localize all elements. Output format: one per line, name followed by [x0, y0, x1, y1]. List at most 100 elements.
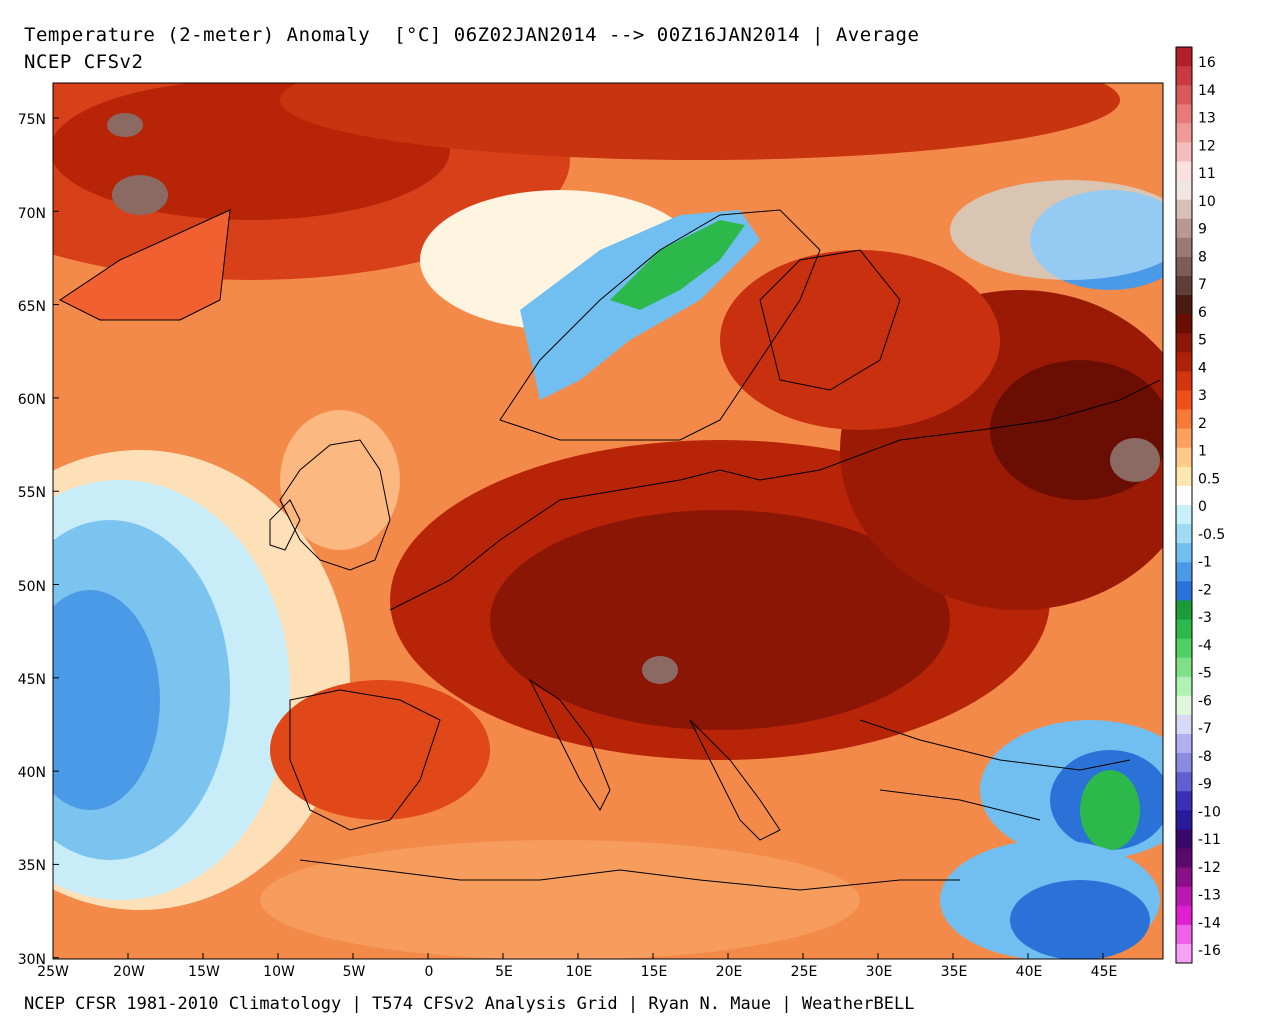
colorbar-swatch	[1176, 447, 1192, 468]
colorbar-swatch	[1176, 524, 1192, 544]
map-field	[53, 83, 1163, 959]
map-title: Temperature (2-meter) Anomaly [°C] 06Z02…	[24, 24, 920, 46]
lon-label: 15E	[641, 964, 668, 980]
colorbar-label: -7	[1198, 721, 1212, 737]
colorbar-label: -3	[1198, 610, 1212, 626]
colorbar-swatch	[1176, 161, 1192, 182]
colorbar-swatch	[1176, 85, 1192, 105]
colorbar-swatch	[1176, 676, 1192, 697]
colorbar-swatch	[1176, 848, 1192, 869]
colorbar-swatch	[1176, 218, 1192, 239]
colorbar-label: 3	[1198, 388, 1207, 404]
colorbar-swatch	[1176, 123, 1192, 143]
colorbar-swatch	[1176, 485, 1192, 506]
lat-label: 50N	[18, 579, 46, 595]
colorbar-label: 11	[1198, 166, 1216, 182]
colorbar-swatch	[1176, 867, 1192, 888]
colorbar-swatch	[1176, 47, 1192, 67]
footer-credits: NCEP CFSR 1981-2010 Climatology | T574 C…	[24, 994, 915, 1014]
lat-label: 40N	[18, 765, 46, 781]
colorbar-label: 9	[1198, 222, 1207, 238]
colorbar-label: -11	[1198, 832, 1221, 848]
colorbar-label: 0	[1198, 499, 1207, 515]
lat-label: 75N	[18, 112, 46, 128]
lon-label: 10E	[566, 964, 593, 980]
colorbar-label: -1	[1198, 555, 1212, 571]
colorbar-swatch	[1176, 333, 1192, 353]
lat-label: 45N	[18, 672, 46, 688]
colorbar-swatch	[1176, 104, 1192, 124]
colorbar-swatch	[1176, 199, 1192, 220]
colorbar-swatch	[1176, 390, 1192, 411]
colorbar-swatch	[1176, 924, 1192, 945]
colorbar-label: 2	[1198, 416, 1207, 432]
colorbar-label: -16	[1198, 943, 1221, 959]
colorbar-label: -10	[1198, 804, 1221, 820]
colorbar-swatch	[1176, 543, 1192, 563]
lon-label: 30E	[866, 964, 893, 980]
longitude-labels: 25W 20W 15W 10W 5W 0 5E 10E 15E 20E 25E …	[37, 964, 1117, 980]
colorbar-label: 16	[1198, 55, 1216, 71]
colorbar-swatch	[1176, 886, 1192, 907]
colorbar-swatch	[1176, 943, 1192, 964]
colorbar-swatch	[1176, 695, 1192, 716]
colorbar-swatch	[1176, 562, 1192, 582]
lon-label: 15W	[188, 964, 220, 980]
colorbar-swatch	[1176, 714, 1192, 735]
colorbar-swatch	[1176, 409, 1192, 430]
colorbar-label: -0.5	[1198, 527, 1225, 543]
colorbar-swatch	[1176, 619, 1192, 640]
lon-label: 0	[425, 964, 434, 980]
lat-label: 35N	[18, 858, 46, 874]
colorbar-swatch	[1176, 505, 1192, 525]
lat-label: 60N	[18, 392, 46, 408]
map-frame	[52, 82, 1164, 960]
lon-label: 20W	[113, 964, 145, 980]
lon-label: 40E	[1016, 964, 1043, 980]
colorbar-label: -14	[1198, 915, 1221, 931]
map-subtitle: NCEP CFSv2	[24, 51, 144, 73]
colorbar-swatch	[1176, 180, 1192, 201]
colorbar-label: 6	[1198, 305, 1207, 321]
colorbar-swatch	[1176, 142, 1192, 162]
colorbar-label: -5	[1198, 666, 1212, 682]
colorbar-label: -13	[1198, 888, 1221, 904]
colorbar-label: 14	[1198, 83, 1216, 99]
colorbar-swatch	[1176, 600, 1192, 620]
colorbar-swatch	[1176, 256, 1192, 277]
colorbar-label: -8	[1198, 749, 1212, 765]
colorbar-swatch	[1176, 753, 1192, 773]
colorbar-swatch	[1176, 66, 1192, 86]
colorbar-label: -2	[1198, 582, 1212, 598]
colorbar-swatch	[1176, 905, 1192, 926]
lon-label: 5W	[343, 964, 366, 980]
lon-label: 20E	[716, 964, 743, 980]
colorbar-swatch	[1176, 638, 1192, 659]
colorbar	[1175, 46, 1193, 964]
colorbar-label: 4	[1198, 360, 1207, 376]
colorbar-label: -6	[1198, 693, 1212, 709]
lat-label: 65N	[18, 299, 46, 315]
colorbar-swatch	[1176, 352, 1192, 372]
lon-label: 10W	[263, 964, 295, 980]
latitude-labels: 75N 70N 65N 60N 55N 50N 45N 40N 35N 30N	[18, 112, 46, 968]
colorbar-swatch	[1176, 237, 1192, 258]
colorbar-label: 8	[1198, 249, 1207, 265]
colorbar-swatch	[1176, 791, 1192, 811]
axis-ticks	[52, 117, 1104, 959]
colorbar-label: -4	[1198, 638, 1212, 654]
colorbar-frame	[1175, 46, 1193, 964]
colorbar-swatch	[1176, 371, 1192, 391]
lat-label: 70N	[18, 206, 46, 222]
colorbar-swatch	[1176, 657, 1192, 678]
colorbar-swatch	[1176, 581, 1192, 601]
colorbar-swatch	[1176, 810, 1192, 830]
colorbar-swatch	[1176, 428, 1192, 449]
lon-label: 25E	[791, 964, 818, 980]
colorbar-label: -12	[1198, 860, 1221, 876]
colorbar-label: 7	[1198, 277, 1207, 293]
colorbar-swatch	[1176, 772, 1192, 792]
colorbar-label: 10	[1198, 194, 1216, 210]
colorbar-labels: 16 14 13 12 11 10 9 8 7 6 5 4 3 2 1 0.5 0 -0.5 -1 -2 -3 -4 -5 -…	[1198, 55, 1225, 959]
